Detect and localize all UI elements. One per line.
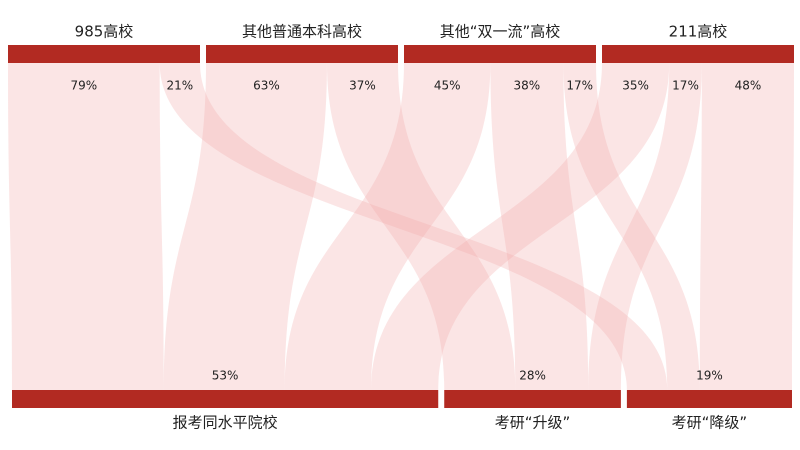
target-value-label: 28% [519,369,546,383]
target-label: 报考同水平院校 [173,414,278,432]
target-node [12,390,439,408]
link [490,63,589,390]
link [699,63,794,390]
target-value-label: 53% [212,369,239,383]
source-node [404,45,596,63]
source-node [602,45,794,63]
link-label: 48% [735,79,762,93]
link [563,63,700,390]
target-label: 考研“降级” [672,414,748,432]
source-label: 其他普通本科高校 [242,23,362,41]
target-node [444,390,621,408]
source-label: 211高校 [669,23,728,41]
link-label: 79% [71,79,98,93]
target-label: 考研“升级” [495,414,571,432]
link-label: 21% [167,79,194,93]
link [371,63,670,390]
link [588,63,702,390]
link-label: 45% [434,79,461,93]
link-label: 35% [622,79,649,93]
link-label: 63% [253,79,280,93]
link [163,63,327,390]
link-label: 38% [514,79,541,93]
link-label: 17% [672,79,699,93]
link [284,63,491,390]
source-node [206,45,398,63]
link [8,63,164,390]
link [326,63,516,390]
source-node [8,45,200,63]
source-label: 985高校 [75,23,134,41]
link-label: 37% [349,79,376,93]
target-node [626,390,792,408]
link [159,63,668,390]
source-label: 其他“双一流”高校 [440,23,561,41]
target-value-label: 19% [696,369,723,383]
link-label: 17% [566,79,593,93]
